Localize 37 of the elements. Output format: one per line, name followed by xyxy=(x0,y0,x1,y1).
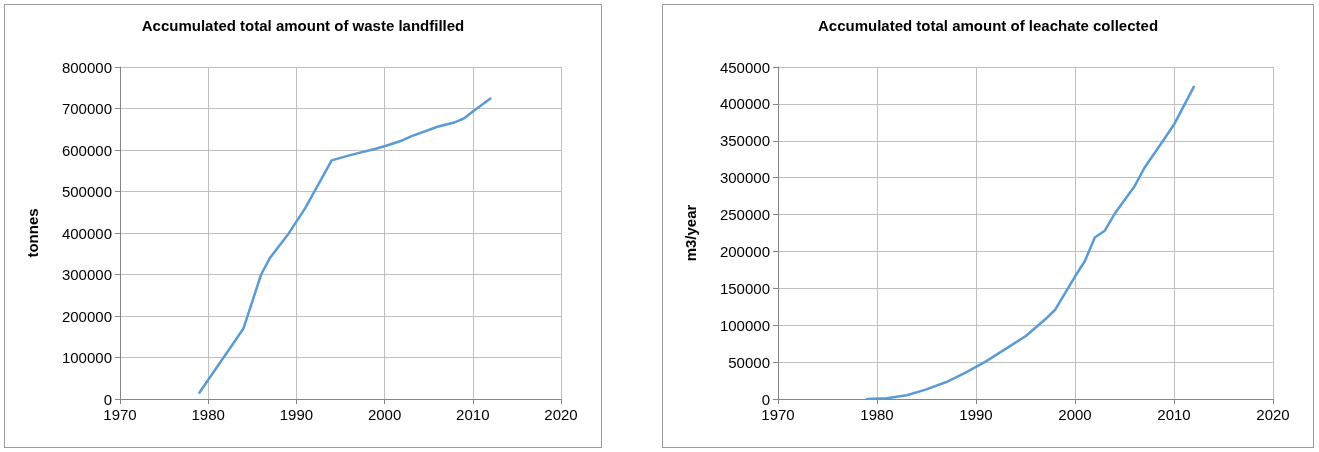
x-tick-label: 1980 xyxy=(191,406,225,423)
x-tick-label: 1990 xyxy=(279,406,314,423)
y-tick-label: 300000 xyxy=(61,266,112,283)
x-tick-label: 2020 xyxy=(1256,406,1290,423)
line-series xyxy=(198,97,492,395)
y-tick-label: 200000 xyxy=(61,307,112,325)
y-tick-label: 400000 xyxy=(719,95,770,113)
y-axis-title: m3/year xyxy=(682,204,699,262)
x-tick-label: 2010 xyxy=(456,406,490,423)
y-tick-label: 450000 xyxy=(719,58,770,76)
y-tick-label: 250000 xyxy=(719,206,770,224)
y-tick-label: 700000 xyxy=(61,100,112,117)
y-tick-label: 200000 xyxy=(719,242,770,260)
y-axis-title: tonnes xyxy=(24,208,41,258)
y-tick-label: 500000 xyxy=(61,183,112,200)
chart-title: Accumulated total amount of leachate collected xyxy=(817,17,1159,34)
x-tick-label: 2000 xyxy=(1058,406,1092,423)
chart-title: Accumulated total amount of waste landfilled xyxy=(141,17,465,34)
y-tick-label: 0 xyxy=(761,390,770,408)
x-tick-label: 1970 xyxy=(103,406,137,423)
y-tick-label: 100000 xyxy=(719,316,770,334)
y-tick-label: 150000 xyxy=(719,279,770,297)
y-tick-label: 350000 xyxy=(719,132,770,150)
x-tick-label: 2020 xyxy=(544,406,578,423)
y-tick-label: 50000 xyxy=(728,353,770,371)
x-tick-label: 1990 xyxy=(959,406,993,423)
x-tick-label: 2000 xyxy=(367,406,402,423)
y-tick-label: 800000 xyxy=(61,58,112,76)
x-tick-label: 2010 xyxy=(1157,406,1191,423)
y-tick-label: 600000 xyxy=(61,141,112,159)
y-tick-label: 300000 xyxy=(719,169,770,187)
x-tick-label: 1980 xyxy=(860,406,894,423)
x-tick-label: 1970 xyxy=(761,406,795,423)
y-tick-label: 100000 xyxy=(61,349,112,366)
y-tick-label: 400000 xyxy=(61,224,112,242)
y-tick-label: 0 xyxy=(103,390,112,408)
line-series xyxy=(865,85,1196,401)
